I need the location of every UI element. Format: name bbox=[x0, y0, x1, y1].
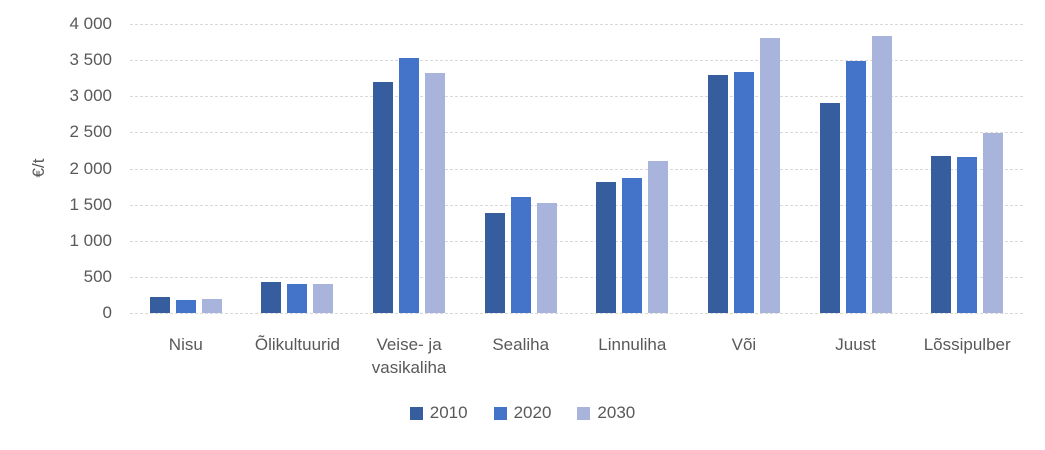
bar-2010-Lõssipulber bbox=[931, 156, 952, 313]
legend-label: 2010 bbox=[429, 403, 468, 422]
bar-2030-Veise- ja vasikaliha bbox=[425, 73, 446, 313]
y-tick-label: 3 000 bbox=[69, 86, 112, 106]
bar-2010-Juust bbox=[819, 103, 840, 313]
y-tick-label: 4 000 bbox=[69, 14, 112, 33]
bar-2030-Sealiha bbox=[536, 203, 557, 313]
y-tick-label: 3 500 bbox=[69, 50, 112, 70]
y-tick-label: 500 bbox=[83, 266, 112, 286]
bar-2010-Veise- ja vasikaliha bbox=[373, 81, 394, 313]
bar-2030-Või bbox=[759, 38, 780, 313]
gridline bbox=[130, 60, 1023, 62]
bar-2010-Sealiha bbox=[484, 212, 505, 313]
y-tick-label: 0 bbox=[102, 303, 112, 322]
bar-2020-Nisu bbox=[175, 299, 196, 313]
gridline bbox=[130, 132, 1023, 134]
bar-2020-Lõssipulber bbox=[957, 156, 978, 313]
category-label: Lõssipulber bbox=[923, 335, 1011, 354]
bar-2030-Linnuliha bbox=[648, 160, 669, 313]
category-label: Veise- ja vasikaliha bbox=[371, 335, 447, 377]
gridline bbox=[130, 24, 1023, 25]
category-label: Linnuliha bbox=[598, 335, 667, 354]
category-label: Sealiha bbox=[492, 335, 550, 354]
bar-2020-Juust bbox=[845, 60, 866, 313]
gridline bbox=[130, 204, 1023, 206]
category-label: Või bbox=[731, 335, 757, 354]
bar-2010-Nisu bbox=[149, 297, 170, 313]
bar-2010-Õlikultuurid bbox=[261, 281, 282, 313]
y-tick-label: 2 500 bbox=[69, 122, 112, 142]
bar-2030-Õlikultuurid bbox=[313, 283, 334, 313]
legend-swatch-icon bbox=[577, 406, 591, 420]
legend-swatch-icon bbox=[409, 406, 423, 420]
gridline bbox=[130, 168, 1023, 170]
bar-2030-Lõssipulber bbox=[983, 133, 1004, 313]
legend: 2010 2020 2030 bbox=[0, 403, 1045, 423]
bar-2020-Veise- ja vasikaliha bbox=[399, 57, 420, 313]
legend-swatch-icon bbox=[493, 406, 507, 420]
legend-item-2010: 2010 bbox=[409, 403, 468, 423]
bar-2010-Või bbox=[707, 74, 728, 313]
y-tick-label: 1 000 bbox=[69, 230, 112, 250]
bar-2010-Linnuliha bbox=[596, 181, 617, 313]
legend-item-2030: 2030 bbox=[577, 403, 635, 423]
y-tick-label: 1 500 bbox=[69, 194, 112, 214]
legend-item-2020: 2020 bbox=[493, 403, 552, 423]
gridline bbox=[130, 240, 1023, 242]
legend-label: 2030 bbox=[597, 403, 636, 422]
bar-2020-Linnuliha bbox=[622, 177, 643, 313]
category-label: Nisu bbox=[168, 335, 203, 354]
category-label: Õlikultuurid bbox=[254, 335, 340, 354]
y-tick-label: 2 000 bbox=[69, 158, 112, 178]
bar-2020-Või bbox=[733, 72, 754, 313]
category-label: Juust bbox=[835, 335, 876, 354]
gridline bbox=[130, 276, 1023, 278]
gridline bbox=[130, 313, 1023, 314]
legend-label: 2020 bbox=[513, 403, 552, 422]
bar-2030-Nisu bbox=[201, 299, 222, 313]
bar-2020-Õlikultuurid bbox=[287, 284, 308, 313]
bar-2030-Juust bbox=[871, 35, 892, 313]
gridline bbox=[130, 96, 1023, 98]
bar-2020-Sealiha bbox=[510, 196, 531, 313]
